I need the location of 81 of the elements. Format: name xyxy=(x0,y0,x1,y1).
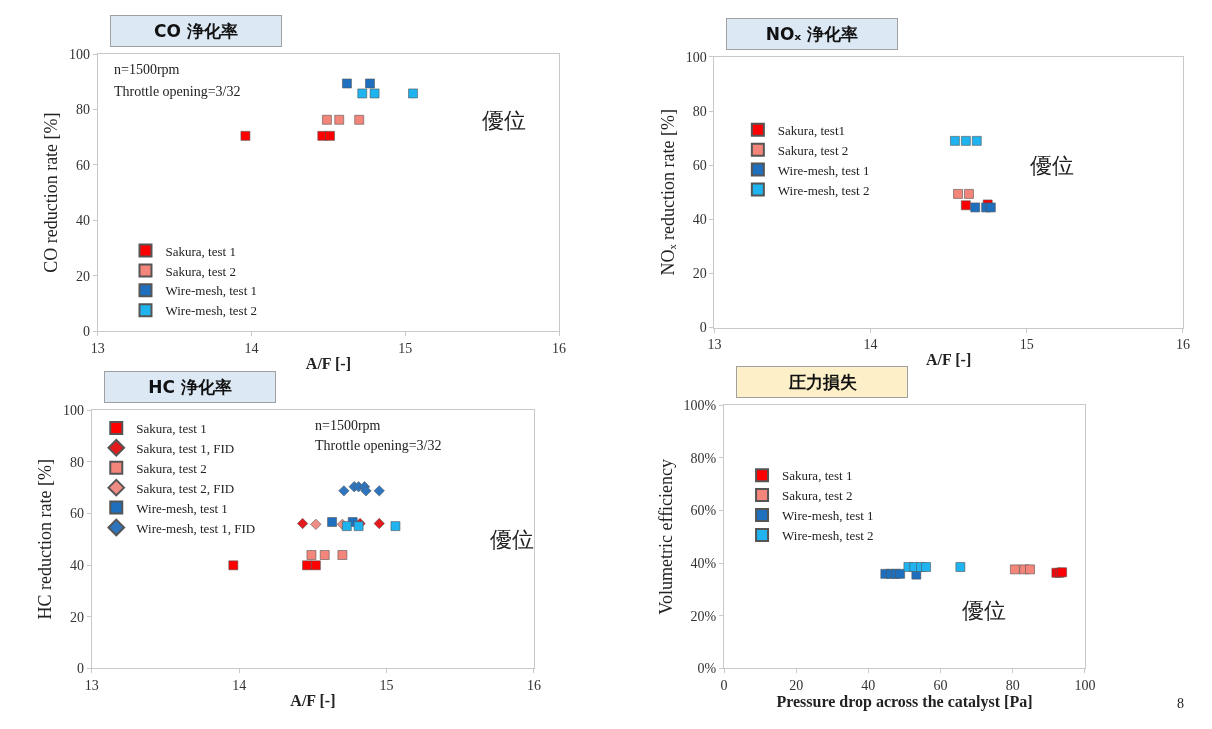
x-axis-title: A/F [-] xyxy=(305,354,352,372)
x-tick-label: 16 xyxy=(552,340,567,356)
x-tick-label: 16 xyxy=(1175,337,1190,353)
legend-label: Sakura, test 1 xyxy=(165,243,236,259)
y-tick-label: 60 xyxy=(70,506,85,522)
x-tick-label: 13 xyxy=(84,677,99,693)
legend-label: Wire-mesh, test 2 xyxy=(777,182,870,198)
y-tick-label: 20% xyxy=(690,608,717,624)
legend-label: Sakura, test 2 xyxy=(777,142,849,158)
chart-title: HC 浄化率 xyxy=(148,377,232,397)
x-tick-label: 40 xyxy=(861,677,876,693)
legend-label: Sakura, test1 xyxy=(777,122,846,138)
x-tick-label: 100 xyxy=(1074,677,1096,693)
annotation: 優位 xyxy=(490,527,534,552)
y-tick-label: 60 xyxy=(692,158,707,174)
legend-label: Wire-mesh, test 2 xyxy=(165,303,258,319)
y-tick-label: 60 xyxy=(76,157,91,173)
legend-label: Wire-mesh, test 1 xyxy=(777,162,870,178)
y-tick-label: 100 xyxy=(63,403,85,419)
annotation: n=1500rpm xyxy=(315,418,381,433)
y-tick-label: 40 xyxy=(76,213,91,229)
x-tick-label: 14 xyxy=(244,340,259,356)
legend-label: Sakura, test 1 xyxy=(136,421,207,437)
y-tick-label: 40 xyxy=(70,557,85,573)
x-axis-title: A/F [-] xyxy=(290,691,336,709)
x-tick-label: 13 xyxy=(707,337,722,353)
x-tick-label: 60 xyxy=(933,677,948,693)
x-tick-label: 0 xyxy=(720,677,728,693)
x-tick-label: 15 xyxy=(379,677,394,693)
y-axis-title: NOₓ reduction rate [%] xyxy=(657,108,678,276)
legend-label: Sakura, test 2 xyxy=(136,460,207,476)
annotation: 優位 xyxy=(482,108,526,133)
y-tick-label: 20 xyxy=(70,609,85,625)
y-tick-label: 0% xyxy=(697,661,717,677)
legend-label: Wire-mesh, test 1 xyxy=(165,283,258,299)
annotation: 優位 xyxy=(1030,153,1074,178)
x-tick-label: 14 xyxy=(232,677,247,693)
y-axis-title: HC reduction rate [%] xyxy=(35,459,56,620)
y-tick-label: 100 xyxy=(685,49,707,65)
legend-label: Sakura, test 1 xyxy=(782,468,853,484)
y-axis-title: Volumetric efficiency xyxy=(655,458,676,615)
y-tick-label: 40% xyxy=(690,555,717,571)
y-tick-label: 20 xyxy=(692,266,707,282)
x-tick-label: 15 xyxy=(1019,337,1034,353)
chart-title: NOₓ 浄化率 xyxy=(765,24,859,44)
x-tick-label: 80 xyxy=(1005,677,1020,693)
legend-label: Sakura, test 2 xyxy=(782,488,853,504)
text: 8 xyxy=(1177,696,1184,711)
annotation: 優位 xyxy=(962,598,1006,623)
y-tick-label: 0 xyxy=(699,320,707,336)
x-tick-label: 13 xyxy=(90,340,105,356)
y-tick-label: 60% xyxy=(690,503,717,519)
legend-label: Wire-mesh, test 1 xyxy=(136,500,228,516)
legend-label: Wire-mesh, test 1 xyxy=(782,508,874,524)
y-tick-label: 80 xyxy=(70,454,85,470)
y-tick-label: 40 xyxy=(692,212,707,228)
annotation: n=1500rpm xyxy=(114,62,180,77)
y-tick-label: 80 xyxy=(692,104,707,119)
y-tick-label: 100% xyxy=(683,398,717,414)
y-tick-label: 0 xyxy=(77,661,85,677)
y-tick-label: 80 xyxy=(76,102,91,118)
y-tick-label: 100 xyxy=(69,47,91,63)
annotation: Throttle opening=3/32 xyxy=(315,438,442,453)
legend-label: Sakura, test 2, FID xyxy=(136,480,235,496)
chart-title: 圧力損失 xyxy=(787,372,857,392)
y-tick-label: 80% xyxy=(690,450,717,466)
x-axis-title: Pressure drop across the catalyst [Pa] xyxy=(776,692,1033,711)
x-tick-label: 20 xyxy=(789,677,804,693)
y-tick-label: 20 xyxy=(76,268,91,284)
y-axis-title: CO reduction rate [%] xyxy=(41,112,62,273)
legend-label: Sakura, test 1, FID xyxy=(136,440,235,456)
y-tick-label: 0 xyxy=(83,324,91,340)
x-tick-label: 14 xyxy=(863,337,878,353)
chart-title: CO 浄化率 xyxy=(154,21,238,41)
legend-label: Sakura, test 2 xyxy=(165,263,236,279)
x-axis-title: A/F [-] xyxy=(926,351,972,369)
annotation: Throttle opening=3/32 xyxy=(114,84,241,99)
legend-label: Wire-mesh, test 1, FID xyxy=(136,520,256,536)
x-tick-label: 15 xyxy=(398,340,413,356)
legend-label: Wire-mesh, test 2 xyxy=(782,527,874,543)
x-tick-label: 16 xyxy=(526,677,541,693)
